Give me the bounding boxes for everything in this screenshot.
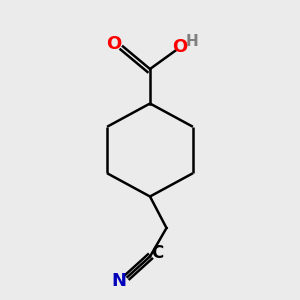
Text: O: O xyxy=(106,35,122,53)
Text: O: O xyxy=(172,38,187,56)
Text: H: H xyxy=(186,34,198,49)
Text: N: N xyxy=(111,272,126,290)
Text: C: C xyxy=(152,244,164,262)
